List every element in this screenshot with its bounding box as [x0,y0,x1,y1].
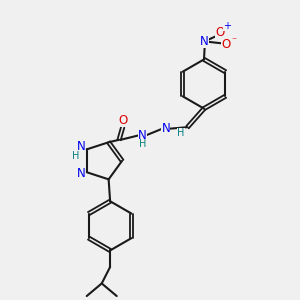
Text: +: + [223,21,231,31]
Text: H: H [139,139,146,149]
Text: N: N [200,35,209,48]
Text: N: N [138,129,147,142]
Text: O: O [118,114,127,127]
Text: N: N [161,122,170,135]
Text: H: H [177,128,184,138]
Text: ⁻: ⁻ [231,36,237,46]
Text: O: O [216,26,225,39]
Text: N: N [76,167,85,180]
Text: N: N [76,140,85,153]
Text: O: O [222,38,231,52]
Text: H: H [72,151,79,161]
